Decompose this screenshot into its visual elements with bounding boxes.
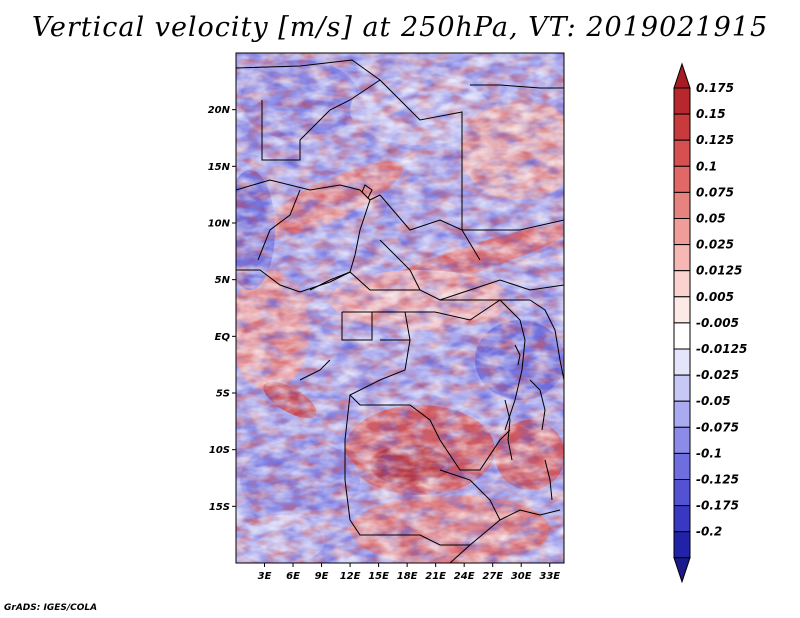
colorbar-label: -0.005 <box>696 316 739 330</box>
colorbar-bottom-arrow <box>673 557 691 584</box>
colorbar-swatch <box>673 270 691 298</box>
colorbar-swatch <box>673 87 691 115</box>
colorbar-label: 0.1 <box>696 159 717 173</box>
lon-tick-label: 21E <box>425 571 446 582</box>
lon-tick-label: 3E <box>258 571 272 582</box>
colorbar-label: 0.005 <box>696 290 734 304</box>
lat-tick-label: 5N <box>215 275 231 286</box>
colorbar-swatch <box>673 218 691 246</box>
colorbar-swatch <box>673 426 691 454</box>
colorbar-label: -0.1 <box>696 446 722 460</box>
colorbar-swatch <box>673 296 691 324</box>
lat-tick-label: 10S <box>209 445 230 456</box>
colorbar-label: 0.125 <box>696 133 734 147</box>
colorbar-label: -0.175 <box>696 499 739 513</box>
colorbar-swatch <box>673 531 691 559</box>
colorbar-label: -0.0125 <box>696 342 747 356</box>
latitude-axis: 20N 15N 10N 5N EQ 5S 10S 15S <box>208 105 236 513</box>
lat-tick-label: EQ <box>215 332 231 343</box>
colorbar-label: -0.025 <box>696 368 739 382</box>
colorbar-label: 0.05 <box>696 212 726 226</box>
colorbar-label: -0.075 <box>696 420 739 434</box>
colorbar-label: 0.175 <box>696 81 734 95</box>
lon-tick-label: 27E <box>482 571 503 582</box>
colorbar-label: 0.15 <box>696 107 726 121</box>
colorbar-top-arrow <box>673 62 691 89</box>
country-boundaries <box>236 59 564 563</box>
lon-tick-label: 9E <box>315 571 329 582</box>
colorbar-label: 0.025 <box>696 238 734 252</box>
colorbar-swatch <box>673 452 691 480</box>
lon-tick-label: 24E <box>454 571 475 582</box>
lon-tick-label: 12E <box>340 571 361 582</box>
grads-credit: GrADS: IGES/COLA <box>4 603 98 613</box>
colorbar-swatch <box>673 479 691 507</box>
lat-tick-label: 15S <box>209 502 230 513</box>
colorbar-swatch <box>673 322 691 350</box>
lat-tick-label: 10N <box>208 219 231 230</box>
lakes <box>361 184 553 501</box>
colorbar-label: -0.05 <box>696 394 731 408</box>
colorbar-label: 0.075 <box>696 185 734 199</box>
lon-tick-label: 18E <box>397 571 418 582</box>
lat-tick-label: 5S <box>216 389 230 400</box>
colorbar-swatch <box>673 505 691 533</box>
colorbar-swatch <box>673 191 691 219</box>
velocity-field <box>236 53 564 563</box>
lon-tick-label: 33E <box>539 571 560 582</box>
lon-tick-label: 30E <box>511 571 532 582</box>
colorbar-swatch <box>673 348 691 376</box>
colorbar-swatch <box>673 400 691 428</box>
colorbar: 0.175 0.15 0.125 0.1 0.075 0.05 0.025 0.0125 0.0… <box>673 62 747 584</box>
colorbar-swatch <box>673 374 691 402</box>
colorbar-swatch <box>673 139 691 167</box>
colorbar-label: -0.125 <box>696 473 739 487</box>
longitude-axis: 3E 6E 9E 12E 15E 18E 21E 24E 27E 30E 33E <box>258 563 560 582</box>
lat-tick-label: 20N <box>208 105 231 116</box>
lat-tick-label: 15N <box>208 162 231 173</box>
colorbar-swatch <box>673 113 691 141</box>
plot-title: Vertical velocity [m/s] at 250hPa, VT: 2… <box>31 12 769 43</box>
map-frame <box>235 52 565 564</box>
lon-tick-label: 6E <box>286 571 300 582</box>
colorbar-label: -0.2 <box>696 525 722 539</box>
colorbar-label: 0.0125 <box>696 264 742 278</box>
colorbar-swatch <box>673 244 691 272</box>
colorbar-swatch <box>673 165 691 193</box>
lon-tick-label: 15E <box>368 571 389 582</box>
